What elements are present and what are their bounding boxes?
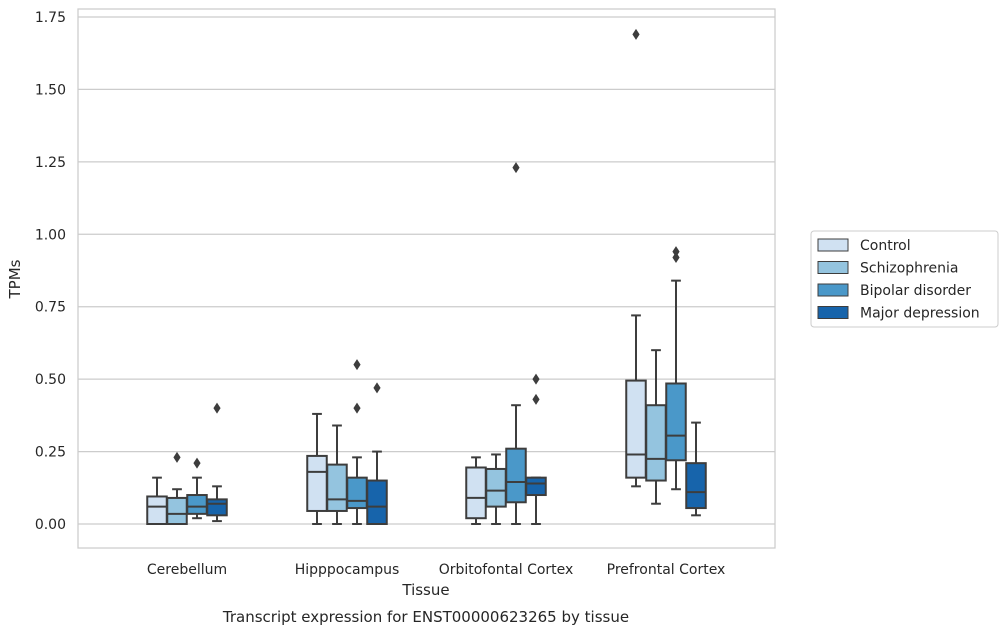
x-tick-label: Cerebellum [147,562,227,578]
grid-lines [78,16,775,525]
y-tick-label: 1.50 [35,82,66,98]
box-schizophrenia [166,451,188,526]
outlier-point [213,402,221,414]
outlier-point [512,162,520,174]
y-tick-label: 0.75 [35,300,66,316]
box-major-depression [685,421,707,517]
y-tick-label: 1.00 [35,227,66,243]
legend-label: Schizophrenia [860,261,958,277]
box-bipolar-disorder [665,246,687,491]
box-iqr [685,462,707,510]
legend: Control Schizophrenia Bipolar disorder Majo… [810,230,999,328]
box-control [625,28,647,488]
outlier-point [193,457,201,469]
plot-frame [77,8,776,549]
box-iqr [525,476,547,497]
outlier-point [353,402,361,414]
legend-swatch [817,261,849,274]
box-major-depression [206,402,228,523]
legend-frame [810,230,999,328]
outlier-point [373,382,381,394]
box-bipolar-disorder [186,457,208,520]
x-tick-label: Orbitofontal Cortex [439,562,574,578]
box-iqr [326,463,348,512]
outlier-point [173,451,181,463]
box-bipolar-disorder [505,162,527,525]
box-iqr [366,479,388,525]
outlier-point [672,251,680,263]
box-schizophrenia [326,424,348,525]
box-iqr [485,467,507,508]
y-axis-label: TPMs [6,259,24,299]
box-groups [146,28,707,526]
x-tick-label: Hipppocampus [295,562,400,578]
box-schizophrenia [645,349,667,505]
box-control [306,412,328,525]
box-control [465,456,487,525]
y-tick-labels: 0.00 0.25 0.50 0.75 1.00 1.25 1.50 1.75 [35,10,66,533]
outlier-point [672,246,680,258]
outlier-point [632,28,640,40]
box-iqr [465,466,487,520]
y-tick-label: 1.25 [35,155,66,171]
legend-label: Control [860,238,911,254]
y-tick-label: 1.75 [35,10,66,26]
box-bipolar-disorder [346,359,368,525]
box-iqr [146,495,168,525]
box-iqr [186,494,208,515]
box-iqr [206,498,228,517]
box-iqr [645,404,667,482]
outlier-point [353,359,361,371]
outlier-point [532,373,540,385]
box-iqr [166,496,188,526]
legend-swatch [817,283,849,297]
y-tick-label: 0.00 [35,517,66,533]
box-iqr [346,476,368,510]
legend-label: Bipolar disorder [860,283,971,299]
box-iqr [306,454,328,512]
outlier-point [532,393,540,405]
legend-label: Major depression [860,306,980,322]
box-major-depression [366,382,388,525]
box-control [146,476,168,525]
chart-caption: Transcript expression for ENST0000062326… [222,608,629,626]
box-major-depression [525,373,547,525]
x-tick-label: Prefrontal Cortex [607,562,726,578]
x-tick-labels: Cerebellum Hipppocampus Orbitofontal Corte… [147,562,725,578]
legend-swatch [817,306,849,319]
box-schizophrenia [485,453,507,525]
y-tick-label: 0.25 [35,445,66,461]
box-iqr [505,447,527,504]
legend-swatch [817,238,849,252]
y-tick-label: 0.50 [35,372,66,388]
x-axis-label: Tissue [401,581,449,599]
box-iqr [665,382,687,462]
box-iqr [625,379,647,479]
